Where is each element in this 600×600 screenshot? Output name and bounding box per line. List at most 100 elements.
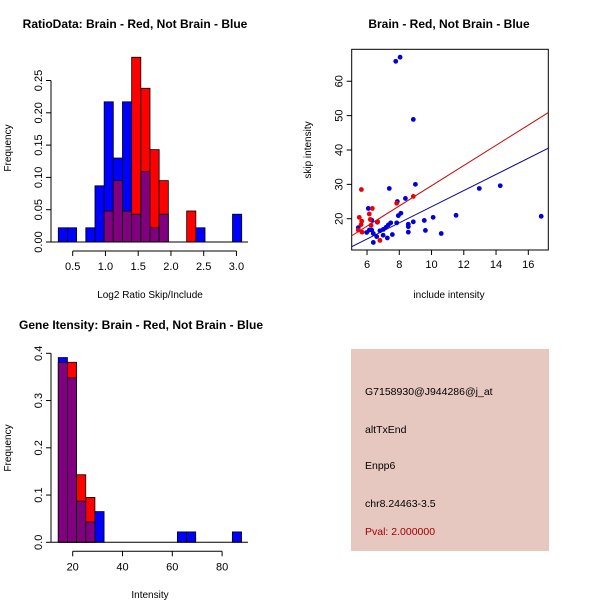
scatter-point-blue bbox=[476, 186, 482, 191]
ratio-hist-bar-overlap bbox=[112, 180, 123, 243]
intensity-hist-bar-overlap bbox=[67, 377, 77, 543]
ratio-hist-x-tick-label: 2.5 bbox=[196, 261, 211, 273]
scatter-point-blue bbox=[453, 212, 459, 218]
scatter-point-blue bbox=[538, 213, 544, 219]
scatter-y-tick-label: 30 bbox=[334, 178, 346, 190]
ratio-hist-x-tick-label: 0.5 bbox=[65, 261, 80, 273]
scatter-point-blue bbox=[497, 183, 503, 189]
intensity-hist-bar-overlap bbox=[57, 361, 68, 543]
ratio-hist-bar-blue bbox=[232, 213, 243, 243]
scatter-title: Brain - Red, Not Brain - Blue bbox=[368, 17, 530, 31]
hist-intensity-xlabel: Intensity bbox=[131, 590, 168, 600]
scatter-ylabel: skip intensity bbox=[303, 121, 314, 178]
scatter-point-blue bbox=[380, 232, 386, 238]
ratio-hist-bar-overlap bbox=[131, 213, 142, 243]
hist-ratio-xlabel: Log2 Ratio Skip/Include bbox=[97, 290, 203, 301]
ratio-hist-bar-blue bbox=[94, 185, 105, 243]
intensity-hist-bar-blue bbox=[186, 531, 197, 543]
ratio-hist-y-tick-label: 0.10 bbox=[33, 167, 45, 188]
scatter-point-blue bbox=[384, 235, 390, 241]
intensity-hist-bar-blue bbox=[94, 511, 105, 543]
scatter-point-red bbox=[377, 237, 383, 243]
genomic-location: chr8.24463-3.5 bbox=[365, 498, 436, 510]
ratio-hist-bar-blue bbox=[195, 227, 206, 243]
ratio-hist-bar-overlap bbox=[122, 210, 133, 243]
ratio-hist-y-tick-label: 0.25 bbox=[33, 70, 45, 91]
intensity-hist-y-tick-label: 0.2 bbox=[33, 440, 45, 455]
scatter-point-blue bbox=[403, 196, 408, 201]
scatter-point-red bbox=[368, 222, 374, 228]
hist-ratio-ylabel: Frequency bbox=[3, 124, 14, 171]
scatter-point-blue bbox=[405, 229, 411, 235]
scatter-point-blue bbox=[423, 228, 428, 233]
scatter-point-blue bbox=[421, 218, 427, 223]
scatter-point-blue bbox=[370, 240, 376, 245]
scatter-point-red bbox=[359, 229, 365, 235]
ratio-hist-bar-overlap bbox=[149, 227, 160, 243]
scatter-point-blue bbox=[393, 58, 399, 64]
info-panel: G7158930@J944286@j_at altTxEnd Enpp6 chr… bbox=[351, 349, 549, 551]
intensity-hist-bar-blue bbox=[231, 531, 242, 543]
ratio-hist-y-tick-label: 0.05 bbox=[33, 199, 45, 220]
scatter-point-blue bbox=[405, 224, 411, 230]
ratio-hist-bar-overlap bbox=[158, 213, 169, 243]
intensity-hist-x-tick-label: 40 bbox=[116, 561, 128, 573]
scatter-point-red bbox=[394, 200, 400, 206]
scatter-x-tick-label: 16 bbox=[522, 259, 534, 271]
scatter-point-blue bbox=[374, 234, 380, 239]
scatter-point-blue bbox=[438, 231, 444, 236]
p-value: Pval: 2.000000 bbox=[365, 526, 436, 538]
scatter-point-red bbox=[369, 206, 375, 211]
ratio-hist-x-tick-label: 2.0 bbox=[163, 261, 178, 273]
scatter-point-red bbox=[410, 193, 416, 199]
intensity-hist-x-tick-label: 80 bbox=[216, 561, 228, 573]
scatter-point-red bbox=[366, 211, 372, 217]
scatter-x-tick-label: 6 bbox=[364, 259, 370, 271]
scatter-point-blue bbox=[410, 117, 416, 122]
intensity-hist-y-tick-label: 0.0 bbox=[33, 535, 45, 550]
ratio-hist-y-tick-label: 0.20 bbox=[33, 102, 45, 123]
scatter-x-tick-label: 12 bbox=[458, 259, 470, 271]
scatter-point-blue bbox=[395, 213, 401, 219]
scatter-xlabel: include intensity bbox=[413, 290, 484, 301]
intensity-hist-bar-overlap bbox=[85, 521, 96, 543]
scatter-y-tick-label: 20 bbox=[334, 213, 346, 225]
scatter-x-tick-label: 14 bbox=[490, 259, 502, 271]
scatter-point-red bbox=[356, 214, 362, 220]
scatter-point-blue bbox=[394, 220, 400, 226]
scatter-plot-box bbox=[351, 48, 549, 251]
intensity-hist-y-tick-label: 0.1 bbox=[33, 487, 45, 502]
scatter-x-tick-label: 8 bbox=[396, 259, 402, 271]
scatter-point-blue bbox=[397, 54, 403, 60]
intensity-hist-bar-blue bbox=[176, 531, 187, 543]
intensity-hist-x-tick-label: 60 bbox=[166, 561, 178, 573]
scatter-point-red bbox=[358, 187, 364, 192]
ratio-hist-bar-red bbox=[186, 210, 197, 243]
gene-name: Enpp6 bbox=[365, 460, 396, 472]
scatter-point-red bbox=[367, 217, 373, 222]
scatter-point-blue bbox=[410, 219, 416, 225]
intensity-hist-y-tick-label: 0.3 bbox=[33, 393, 45, 408]
ratio-hist-bar-blue bbox=[67, 227, 78, 243]
scatter-point-red bbox=[375, 219, 381, 225]
ratio-hist-x-tick-label: 1.0 bbox=[98, 261, 113, 273]
hist-ratio-title: RatioData: Brain - Red, Not Brain - Blue bbox=[23, 17, 248, 31]
probe-id: G7158930@J944286@j_at bbox=[365, 386, 493, 398]
ratio-hist-y-tick-label: 0.15 bbox=[33, 134, 45, 155]
scatter-point-red bbox=[358, 222, 364, 227]
scatter-y-tick-label: 60 bbox=[334, 75, 346, 87]
scatter-point-blue bbox=[370, 231, 376, 236]
scatter-point-blue bbox=[377, 228, 383, 234]
intensity-hist-x-tick-label: 20 bbox=[67, 561, 79, 573]
ratio-hist-bar-blue bbox=[85, 227, 96, 243]
scatter-x-tick-label: 10 bbox=[425, 259, 437, 271]
ratio-hist-y-tick-label: 0.00 bbox=[33, 231, 45, 252]
scatter-point-blue bbox=[389, 232, 395, 237]
scatter-y-tick-label: 50 bbox=[334, 110, 346, 122]
scatter-point-blue bbox=[366, 227, 372, 233]
hist-intensity-ylabel: Frequency bbox=[3, 424, 14, 471]
ratio-hist-x-tick-label: 3.0 bbox=[229, 261, 244, 273]
ratio-hist-bar-overlap bbox=[140, 171, 151, 243]
